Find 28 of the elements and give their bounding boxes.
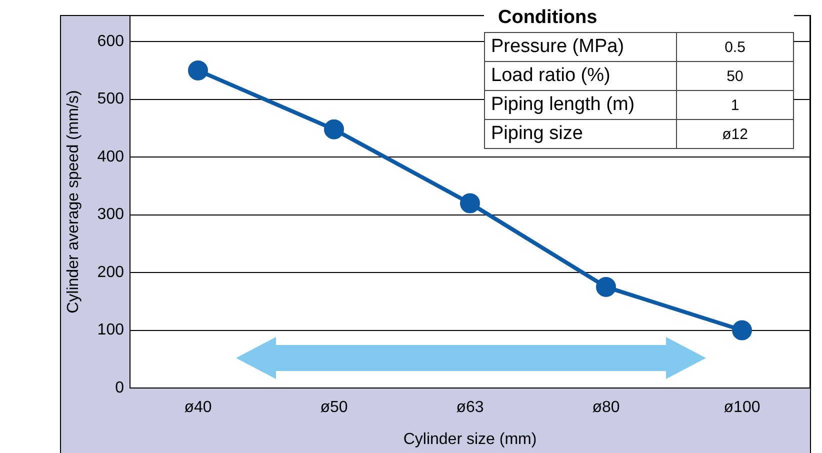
annotation: Pressure (MPa) (484, 32, 676, 62)
x-tick-label: ø63 (456, 399, 484, 416)
annotation: Load ratio (%) (484, 62, 676, 90)
annotation: 50 (676, 62, 794, 90)
y-axis-title: Cylinder average speed (mm/s) (65, 90, 82, 314)
y-tick-label: 600 (97, 32, 124, 50)
y-tick-label: 100 (97, 322, 124, 339)
annotation: 0.5 (676, 32, 794, 62)
x-axis-title: Cylinder size (mm) (403, 430, 537, 448)
annotation: Piping length (m) (484, 90, 676, 120)
point (324, 119, 344, 140)
point (732, 320, 752, 340)
annotation: Piping size (484, 120, 676, 148)
point (188, 60, 208, 80)
x-tick-label: ø100 (724, 399, 760, 416)
point (596, 276, 616, 297)
point (460, 193, 480, 214)
x-tick-label: ø40 (184, 399, 212, 416)
x-tick-label: ø80 (592, 399, 620, 416)
y-tick-label: 0 (115, 379, 124, 396)
y-tick-label: 200 (97, 264, 124, 281)
annotation: Conditions (497, 6, 598, 30)
y-tick-label: 400 (97, 148, 124, 166)
annotation: ø12 (676, 120, 794, 148)
x-tick-label: ø50 (320, 399, 348, 416)
annotation: 1 (676, 90, 794, 120)
y-tick-label: 300 (97, 206, 124, 224)
y-tick-label: 500 (97, 90, 124, 108)
